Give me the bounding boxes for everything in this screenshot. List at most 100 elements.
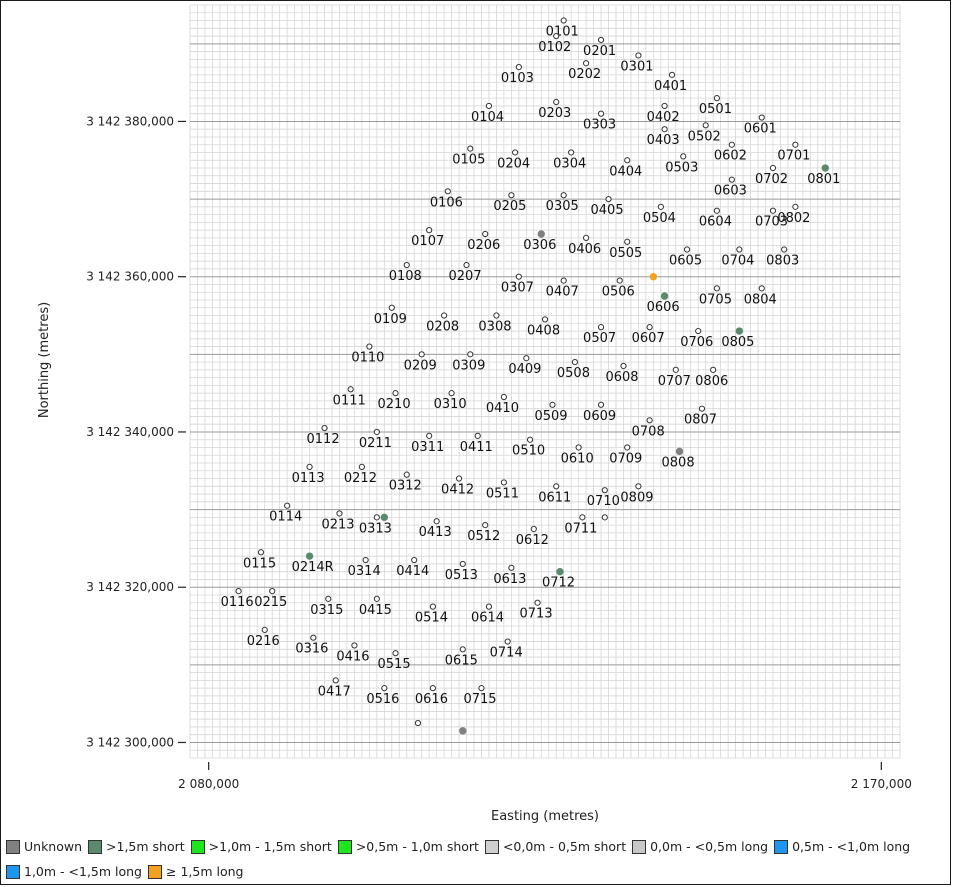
survey-point <box>657 203 664 210</box>
point-label: 0409 <box>508 362 541 377</box>
survey-point <box>467 145 474 152</box>
survey-point <box>560 277 567 284</box>
y-tick-label: 3 142 380,000 <box>86 114 174 128</box>
survey-point <box>672 366 679 373</box>
survey-point <box>792 141 799 148</box>
survey-point <box>736 246 743 253</box>
point-label: 0803 <box>766 254 799 269</box>
legend-swatch <box>484 840 499 854</box>
point-label: 0510 <box>512 444 545 459</box>
point-label: 0408 <box>527 323 560 338</box>
survey-point <box>426 227 433 234</box>
survey-point <box>769 164 777 172</box>
point-label: 0306 <box>523 238 556 253</box>
survey-point <box>512 149 519 156</box>
x-tick-label: 2 170,000 <box>851 777 912 791</box>
survey-point <box>325 595 332 602</box>
point-label: 0211 <box>359 436 392 451</box>
legend-label: >1,0m - 1,5m short <box>208 839 332 854</box>
legend-swatch <box>337 840 352 854</box>
survey-point <box>713 207 720 214</box>
survey-point <box>781 246 788 253</box>
point-label: 0809 <box>620 490 653 505</box>
survey-point <box>646 417 653 424</box>
point-label: 0115 <box>243 556 276 571</box>
survey-point <box>373 428 380 436</box>
survey-point <box>649 273 658 281</box>
point-label: 0210 <box>378 397 411 412</box>
point-label: 0702 <box>755 172 788 187</box>
survey-point <box>429 603 436 610</box>
point-label: 0214R <box>292 560 334 575</box>
survey-point <box>553 483 560 490</box>
survey-point <box>661 102 668 110</box>
survey-point <box>583 60 590 67</box>
point-label: 0404 <box>609 164 642 179</box>
survey-point <box>347 386 354 393</box>
point-label: 0710 <box>587 494 620 509</box>
legend-item: <0,0m - 0,5m short <box>484 836 626 858</box>
point-label: 0610 <box>561 451 594 466</box>
point-label: 0112 <box>307 432 340 447</box>
legend-item: Unknown <box>6 836 82 858</box>
point-label: 0802 <box>777 211 810 226</box>
survey-point <box>459 646 466 653</box>
survey-point <box>646 324 653 331</box>
survey-point <box>597 110 605 117</box>
point-label: 0304 <box>553 156 586 171</box>
survey-point <box>257 549 265 556</box>
point-label: 0715 <box>463 692 496 707</box>
survey-point <box>261 626 268 634</box>
survey-point <box>560 192 567 199</box>
point-label: 0307 <box>501 281 534 296</box>
survey-point <box>556 567 564 576</box>
legend-label: Unknown <box>24 839 83 854</box>
survey-point <box>485 603 493 610</box>
survey-point <box>728 141 735 148</box>
survey-point <box>392 390 399 397</box>
point-label: 0502 <box>688 129 721 144</box>
point-label: 0611 <box>538 490 571 505</box>
survey-point <box>321 424 328 432</box>
point-label: 0612 <box>516 533 549 548</box>
point-label: 0203 <box>538 106 571 121</box>
survey-point <box>373 514 380 521</box>
y-tick-label: 3 142 320,000 <box>86 580 174 594</box>
survey-point <box>713 285 720 292</box>
survey-point <box>403 471 410 478</box>
point-label: 0314 <box>348 564 381 579</box>
point-label: 0705 <box>699 292 732 307</box>
legend-label: >0,5m - 1,0m short <box>355 839 479 854</box>
survey-point <box>448 390 455 397</box>
point-label: 0216 <box>247 634 280 649</box>
survey-point <box>381 685 388 692</box>
point-label: 0507 <box>583 331 616 346</box>
survey-point <box>392 650 399 657</box>
point-label: 0406 <box>568 242 601 257</box>
point-label: 0303 <box>583 118 616 133</box>
survey-point <box>624 444 631 451</box>
survey-point <box>695 327 702 335</box>
survey-point <box>474 432 481 439</box>
point-label: 0615 <box>445 653 478 668</box>
legend-swatch <box>6 865 20 879</box>
survey-point <box>463 261 470 269</box>
survey-point <box>500 479 507 486</box>
survey-point <box>526 436 534 443</box>
survey-point <box>713 95 720 102</box>
point-label: 0305 <box>546 199 579 214</box>
survey-point <box>269 587 276 595</box>
point-label: 0106 <box>430 195 463 210</box>
point-label: 0504 <box>643 211 676 226</box>
point-label: 0417 <box>318 684 351 699</box>
survey-point <box>362 556 369 564</box>
point-label: 0801 <box>807 172 840 187</box>
legend-item: 0,0m - <0,5m long <box>632 836 768 858</box>
survey-point <box>758 285 765 292</box>
survey-point <box>366 343 373 350</box>
survey-point <box>769 207 777 214</box>
y-tick-label: 3 142 300,000 <box>86 735 174 749</box>
point-label: 0110 <box>351 351 384 366</box>
survey-point <box>411 556 418 564</box>
point-label: 0207 <box>449 269 482 284</box>
